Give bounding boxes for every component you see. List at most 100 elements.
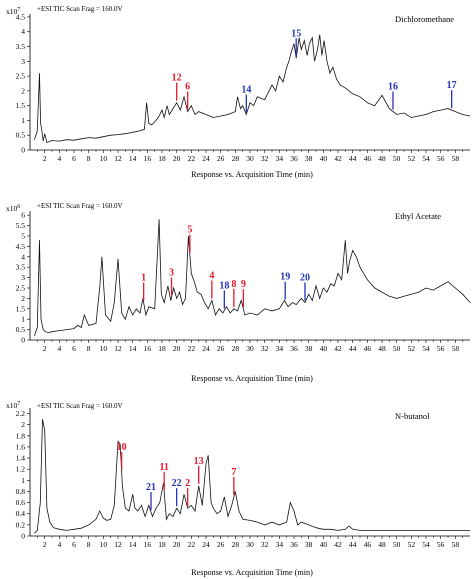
y-tick-label: 1 — [21, 476, 25, 485]
x-tick-label: 22 — [188, 154, 196, 163]
peak-label: 7 — [231, 467, 236, 478]
y-tick-label: 0.8 — [16, 487, 26, 496]
peak-label: 16 — [388, 82, 398, 93]
y-tick-label: 3 — [21, 273, 25, 282]
peak-label: 22 — [172, 478, 182, 489]
y-tick-label: 2 — [21, 420, 25, 429]
y-tick-label: 2 — [21, 86, 25, 95]
peak-label: 19 — [280, 272, 290, 283]
peak-label: 15 — [291, 28, 301, 39]
x-tick-label: 10 — [100, 344, 108, 353]
scan-label: +ESI TIC Scan Frag = 160.0V — [37, 5, 123, 13]
y-exponent-label: x106 — [6, 204, 20, 213]
x-tick-label: 52 — [408, 540, 416, 549]
x-tick-label: 26 — [217, 154, 225, 163]
panel-ethyl-acetate: x106 +ESI TIC Scan Frag = 160.0V Ethyl A… — [6, 202, 471, 383]
x-tick-label: 8 — [87, 154, 91, 163]
x-tick-label: 50 — [393, 154, 401, 163]
peak-label: 17 — [447, 80, 457, 91]
peak-label: 4 — [209, 270, 214, 281]
x-tick-label: 48 — [378, 344, 386, 353]
y-tick-label: 1 — [21, 315, 25, 324]
x-tick-label: 36 — [290, 344, 298, 353]
y-tick-label: 4 — [21, 27, 25, 36]
x-tick-label: 30 — [246, 540, 254, 549]
x-tick-label: 2 — [43, 540, 47, 549]
peak-label: 2 — [185, 478, 190, 489]
x-tick-label: 12 — [114, 154, 122, 163]
scan-label: +ESI TIC Scan Frag = 160.0V — [37, 402, 123, 410]
x-tick-label: 46 — [364, 344, 372, 353]
x-tick-label: 28 — [232, 344, 240, 353]
x-tick-label: 16 — [144, 540, 152, 549]
x-tick-label: 34 — [276, 540, 284, 549]
y-tick-label: 2.5 — [16, 283, 26, 292]
y-tick-label: 4.5 — [16, 242, 26, 251]
peak-label: 8 — [231, 279, 236, 290]
x-tick-label: 58 — [452, 540, 460, 549]
x-tick-label: 48 — [378, 154, 386, 163]
peak-label: 14 — [241, 85, 251, 96]
y-tick-label: 5.5 — [16, 221, 26, 230]
x-tick-label: 38 — [305, 154, 313, 163]
x-tick-label: 14 — [129, 540, 137, 549]
y-tick-label: 1.2 — [16, 465, 26, 474]
x-tick-label: 26 — [217, 344, 225, 353]
x-tick-label: 32 — [261, 540, 269, 549]
x-tick-label: 28 — [232, 154, 240, 163]
tic-trace — [34, 219, 471, 336]
y-tick-label: 4 — [21, 252, 25, 261]
x-tick-label: 8 — [87, 344, 91, 353]
y-tick-label: 5 — [21, 231, 25, 240]
x-tick-label: 34 — [276, 154, 284, 163]
y-tick-label: 1.8 — [16, 431, 26, 440]
x-tick-label: 4 — [57, 344, 61, 353]
x-tick-label: 14 — [129, 154, 137, 163]
x-tick-label: 40 — [320, 154, 328, 163]
peak-label: 12 — [172, 73, 182, 84]
x-tick-label: 36 — [290, 540, 298, 549]
x-tick-label: 50 — [393, 344, 401, 353]
x-tick-label: 34 — [276, 344, 284, 353]
y-tick-label: 0 — [21, 146, 25, 155]
x-tick-label: 24 — [202, 540, 210, 549]
x-tick-label: 16 — [144, 344, 152, 353]
x-tick-label: 46 — [364, 540, 372, 549]
tic-trace — [34, 34, 471, 144]
x-tick-label: 10 — [100, 154, 108, 163]
y-tick-label: 0 — [21, 336, 25, 345]
peak-label: 3 — [169, 267, 174, 278]
x-tick-label: 2 — [43, 344, 47, 353]
x-tick-label: 24 — [202, 154, 210, 163]
y-tick-label: 0.6 — [16, 498, 26, 507]
peak-label: 13 — [194, 456, 204, 467]
x-tick-label: 36 — [290, 154, 298, 163]
y-tick-label: 1.4 — [16, 454, 26, 463]
x-tick-label: 18 — [158, 154, 166, 163]
y-exponent-label: x107 — [6, 401, 20, 410]
x-tick-label: 4 — [57, 154, 61, 163]
y-tick-label: 6 — [21, 211, 25, 220]
x-tick-label: 2 — [43, 154, 47, 163]
x-tick-label: 38 — [305, 540, 313, 549]
y-tick-label: 2.2 — [16, 409, 26, 418]
y-tick-label: 3.5 — [16, 42, 26, 51]
x-tick-label: 30 — [246, 344, 254, 353]
x-tick-label: 56 — [437, 154, 445, 163]
x-tick-label: 10 — [100, 540, 108, 549]
peak-label: 1 — [141, 273, 146, 284]
x-tick-label: 30 — [246, 154, 254, 163]
y-tick-label: 1.5 — [16, 101, 26, 110]
x-tick-label: 42 — [334, 540, 342, 549]
x-tick-label: 54 — [422, 154, 430, 163]
y-tick-label: 0.2 — [16, 520, 26, 529]
x-tick-label: 56 — [437, 540, 445, 549]
x-tick-label: 32 — [261, 344, 269, 353]
x-tick-label: 12 — [114, 540, 122, 549]
x-tick-label: 6 — [72, 344, 76, 353]
x-axis-title: Response vs. Acquisition Time (min) — [191, 374, 313, 383]
x-tick-label: 58 — [452, 344, 460, 353]
panel-n-butanol: x107 +ESI TIC Scan Frag = 160.0V N-butan… — [6, 401, 470, 577]
x-tick-label: 48 — [378, 540, 386, 549]
x-tick-label: 40 — [320, 540, 328, 549]
